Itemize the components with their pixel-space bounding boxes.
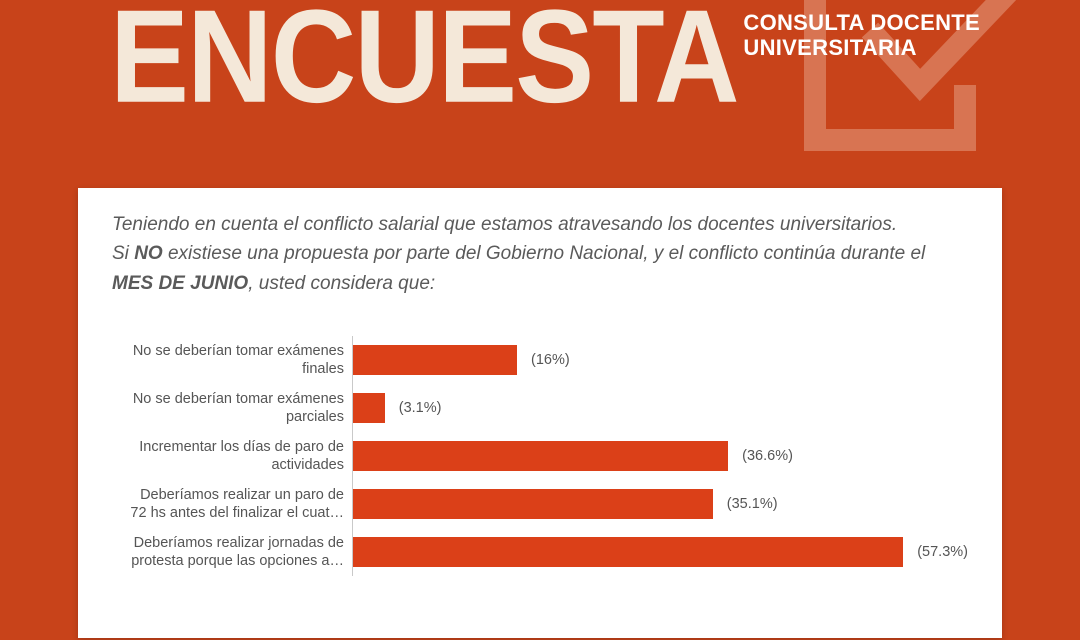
subtitle: CONSULTA DOCENTE UNIVERSITARIA: [743, 10, 980, 61]
bar-percent: (36.6%): [742, 448, 793, 464]
bar-track: (16%): [352, 336, 968, 384]
question-part-2e: , usted considera que:: [248, 273, 435, 294]
header: ENCUESTA CONSULTA DOCENTE UNIVERSITARIA: [0, 0, 1080, 180]
question-bold-no: NO: [134, 243, 163, 264]
question-bold-month: MES DE JUNIO: [112, 273, 248, 294]
bar-label: Deberíamos realizar jornadas deprotesta …: [122, 534, 352, 570]
bar-track: (36.6%): [352, 432, 968, 480]
subtitle-line-2: UNIVERSITARIA: [743, 35, 980, 60]
bar-label: Deberíamos realizar un paro de72 hs ante…: [122, 486, 352, 522]
bar-row: Deberíamos realizar un paro de72 hs ante…: [122, 480, 968, 528]
question-part-2a: Si: [112, 243, 134, 264]
bar-fill: [353, 345, 517, 375]
bar-label: No se deberían tomar exámenesfinales: [122, 342, 352, 378]
bar-track: (35.1%): [352, 480, 968, 528]
bar-label: No se deberían tomar exámenesparciales: [122, 390, 352, 426]
main-title: ENCUESTA: [110, 0, 738, 132]
bar-row: Deberíamos realizar jornadas deprotesta …: [122, 528, 968, 576]
bar-percent: (57.3%): [917, 544, 968, 560]
bar-row: Incrementar los días de paro deactividad…: [122, 432, 968, 480]
bar-row: No se deberían tomar exámenesfinales (16%…: [122, 336, 968, 384]
bar-percent: (16%): [531, 352, 570, 368]
subtitle-line-1: CONSULTA DOCENTE: [743, 10, 980, 35]
bar-track: (3.1%): [352, 384, 968, 432]
question-part-2c: existiese una propuesta por parte del Go…: [163, 243, 926, 264]
bar-percent: (3.1%): [399, 400, 442, 416]
question-part-1: Teniendo en cuenta el conflicto salarial…: [112, 214, 897, 235]
bar-fill: [353, 393, 385, 423]
bar-track: (57.3%): [352, 528, 968, 576]
survey-card: Teniendo en cuenta el conflicto salarial…: [78, 188, 1002, 638]
bar-row: No se deberían tomar exámenesparciales (3…: [122, 384, 968, 432]
bar-label: Incrementar los días de paro deactividad…: [122, 438, 352, 474]
bar-fill: [353, 441, 728, 471]
bar-chart: No se deberían tomar exámenesfinales (16%…: [112, 336, 968, 576]
question-text: Teniendo en cuenta el conflicto salarial…: [112, 210, 968, 298]
bar-fill: [353, 489, 713, 519]
bar-fill: [353, 537, 903, 567]
bar-percent: (35.1%): [727, 496, 778, 512]
